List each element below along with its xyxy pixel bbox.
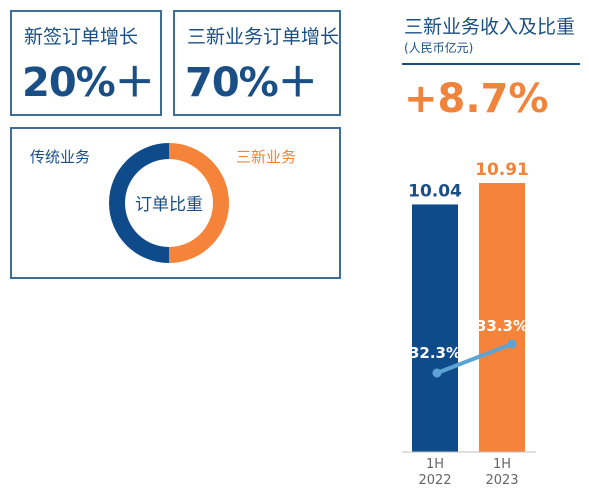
donut-center-label: 订单比重 (135, 195, 203, 215)
kpi-value: 20%＋ (22, 60, 155, 106)
kpi-label: 三新业务订单增长 (187, 26, 340, 48)
share-point (507, 339, 517, 349)
category-tick-label: 1H (493, 457, 511, 472)
donut-label-three-new: 三新业务 (236, 148, 296, 166)
kpi-card-three-new-orders: 三新业务订单增长 70%＋ (173, 10, 341, 116)
bar-value-label: 10.91 (475, 160, 529, 180)
category-tick-label: 2022 (418, 473, 451, 488)
revenue-title: 三新业务收入及比重 (404, 16, 576, 38)
category-tick-label: 2023 (485, 473, 518, 488)
revenue-bar (412, 204, 458, 452)
share-point (432, 368, 442, 378)
revenue-bar (479, 183, 525, 452)
kpi-card-new-orders: 新签订单增长 20%＋ (10, 10, 162, 116)
donut-segment-0 (109, 143, 169, 263)
bar-value-label: 10.04 (408, 181, 462, 201)
donut-chart (109, 143, 229, 263)
donut-segment-1 (169, 143, 229, 263)
donut-label-traditional: 传统业务 (30, 148, 90, 166)
category-tick-label: 1H (426, 457, 444, 472)
kpi-value: 70%＋ (185, 60, 318, 106)
share-value-label: 33.3% (476, 317, 528, 335)
revenue-growth: +8.7% (404, 76, 549, 122)
revenue-unit: (人民币亿元) (404, 41, 474, 55)
title-divider (402, 63, 580, 65)
share-value-label: 32.3% (409, 344, 461, 362)
kpi-label: 新签订单增长 (24, 26, 139, 48)
share-series-line (436, 342, 513, 375)
